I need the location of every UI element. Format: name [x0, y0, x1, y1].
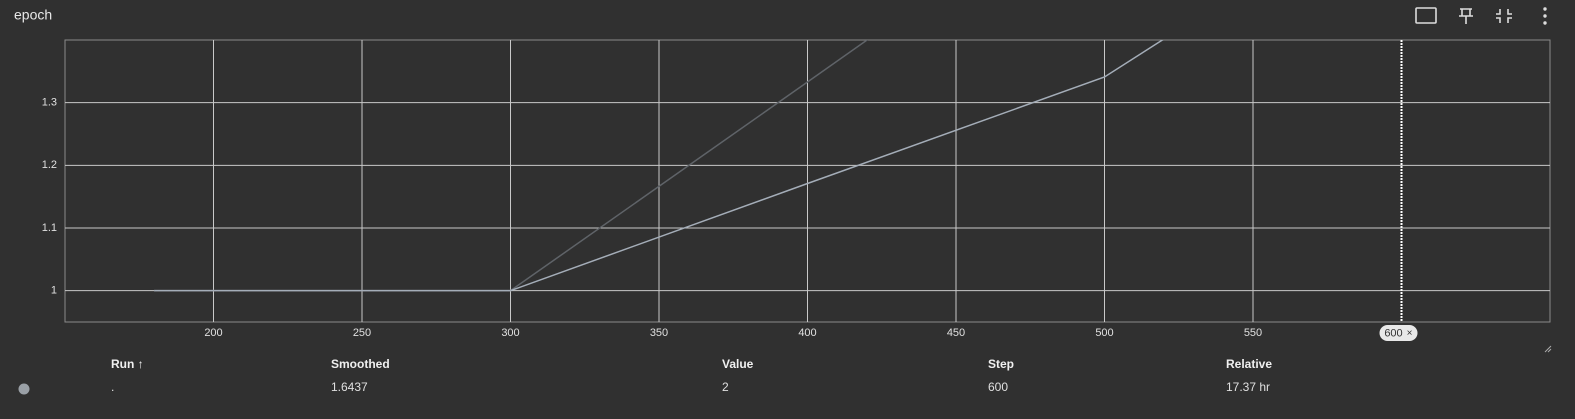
toolbar: [1415, 7, 1547, 25]
run-color: [18, 383, 30, 395]
x-tick-label: 250: [353, 327, 371, 339]
y-tick-label: 1.1: [42, 222, 57, 234]
collapse-button[interactable]: [1496, 9, 1512, 23]
x-tick-label: 350: [650, 327, 668, 339]
x-tick-label: 400: [798, 327, 816, 339]
menu-button[interactable]: [1543, 7, 1547, 25]
table-cell: .: [111, 380, 114, 394]
series-line: [154, 40, 1164, 292]
table-cell: 600: [988, 380, 1008, 394]
resize-handle[interactable]: [1544, 345, 1552, 353]
table-cell: 17.37 hr: [1226, 380, 1270, 394]
y-tick-label: 1.3: [42, 97, 57, 109]
step-chip: [1379, 325, 1418, 341]
step-chip-close[interactable]: ×: [1407, 328, 1413, 339]
column-header: Value: [722, 357, 754, 371]
y-tick-label: 1: [51, 285, 57, 297]
table-cell: 1.6437: [331, 380, 368, 394]
column-header: Smoothed: [331, 357, 390, 371]
x-tick-label: 200: [204, 327, 222, 339]
fit-domain-button[interactable]: [1415, 7, 1437, 24]
y-tick-label: 1.2: [42, 159, 57, 171]
series-line: [154, 40, 869, 292]
column-header: Step: [988, 357, 1014, 371]
x-tick-label: 300: [501, 327, 519, 339]
x-tick-label: 500: [1095, 327, 1113, 339]
step-chip-label: 600: [1384, 327, 1402, 339]
x-tick-label: 450: [947, 327, 965, 339]
table-cell: 2: [722, 380, 729, 394]
x-tick-label: 550: [1244, 327, 1262, 339]
card-title: epoch: [14, 7, 52, 23]
pin-button[interactable]: [1459, 8, 1473, 24]
column-header: Run ↑: [111, 357, 144, 371]
column-header: Relative: [1226, 357, 1272, 371]
